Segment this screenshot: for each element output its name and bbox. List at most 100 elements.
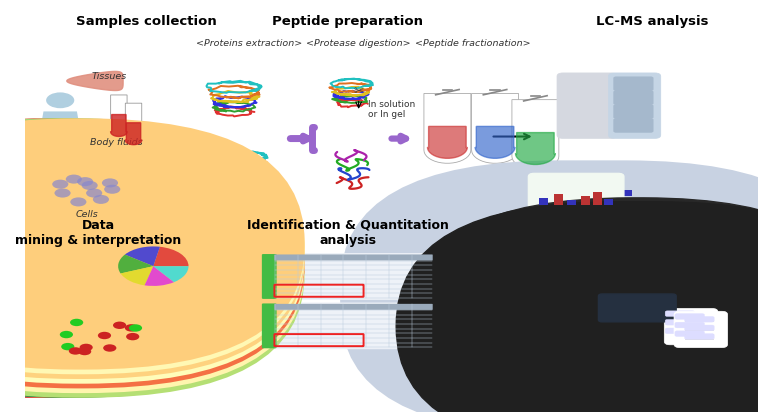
Polygon shape <box>475 126 515 158</box>
FancyBboxPatch shape <box>0 118 285 370</box>
Wedge shape <box>118 254 153 273</box>
FancyBboxPatch shape <box>0 128 266 379</box>
Wedge shape <box>153 247 188 266</box>
Circle shape <box>96 180 128 198</box>
FancyBboxPatch shape <box>0 118 276 370</box>
Circle shape <box>81 181 98 190</box>
Polygon shape <box>424 93 471 163</box>
FancyBboxPatch shape <box>675 322 704 328</box>
FancyBboxPatch shape <box>0 133 266 384</box>
Circle shape <box>86 188 102 197</box>
Ellipse shape <box>560 305 626 313</box>
FancyBboxPatch shape <box>0 137 304 388</box>
FancyBboxPatch shape <box>557 73 616 138</box>
FancyBboxPatch shape <box>411 198 759 413</box>
FancyBboxPatch shape <box>0 118 304 370</box>
Circle shape <box>93 195 109 204</box>
FancyBboxPatch shape <box>0 142 285 393</box>
FancyBboxPatch shape <box>0 147 285 398</box>
FancyBboxPatch shape <box>0 147 304 398</box>
Polygon shape <box>111 95 127 136</box>
FancyBboxPatch shape <box>262 304 276 348</box>
Circle shape <box>113 322 126 329</box>
Polygon shape <box>515 133 556 164</box>
FancyBboxPatch shape <box>613 76 653 91</box>
Text: (bioinformatic analysis of MS data): (bioinformatic analysis of MS data) <box>529 233 694 242</box>
Text: Cells: Cells <box>76 210 99 219</box>
FancyBboxPatch shape <box>275 304 433 310</box>
Circle shape <box>94 174 126 192</box>
Circle shape <box>46 93 74 108</box>
FancyBboxPatch shape <box>340 171 759 413</box>
FancyBboxPatch shape <box>340 181 759 413</box>
Circle shape <box>69 347 82 355</box>
Circle shape <box>124 324 138 332</box>
FancyBboxPatch shape <box>340 160 759 413</box>
Wedge shape <box>153 266 188 282</box>
FancyBboxPatch shape <box>0 142 295 393</box>
Text: In solution
or In gel: In solution or In gel <box>368 100 415 119</box>
FancyBboxPatch shape <box>0 118 266 370</box>
Circle shape <box>70 319 83 326</box>
Circle shape <box>71 197 87 206</box>
Circle shape <box>66 175 82 184</box>
Polygon shape <box>125 123 142 145</box>
Circle shape <box>103 344 116 352</box>
FancyBboxPatch shape <box>261 254 434 299</box>
Circle shape <box>62 193 94 211</box>
FancyBboxPatch shape <box>548 164 644 204</box>
FancyBboxPatch shape <box>528 173 624 213</box>
Circle shape <box>60 331 73 338</box>
Bar <box>559 189 568 196</box>
FancyBboxPatch shape <box>665 328 694 334</box>
FancyBboxPatch shape <box>0 123 285 374</box>
Circle shape <box>104 185 120 194</box>
Bar <box>600 186 609 196</box>
FancyBboxPatch shape <box>685 325 714 331</box>
Polygon shape <box>512 100 559 169</box>
Bar <box>623 190 632 196</box>
Ellipse shape <box>560 295 626 304</box>
FancyBboxPatch shape <box>0 133 295 384</box>
Text: ✂: ✂ <box>354 85 364 98</box>
FancyBboxPatch shape <box>609 73 661 138</box>
Circle shape <box>52 180 68 189</box>
Bar <box>593 192 602 205</box>
Text: <Protease digestion>: <Protease digestion> <box>307 39 411 48</box>
FancyBboxPatch shape <box>0 128 304 379</box>
FancyBboxPatch shape <box>613 118 653 133</box>
FancyBboxPatch shape <box>598 294 676 322</box>
Bar <box>540 198 549 205</box>
FancyBboxPatch shape <box>0 142 266 393</box>
FancyBboxPatch shape <box>0 147 276 398</box>
Bar <box>581 195 590 205</box>
Circle shape <box>55 188 71 197</box>
Wedge shape <box>121 266 153 285</box>
FancyBboxPatch shape <box>262 254 276 299</box>
Bar <box>573 185 582 196</box>
Circle shape <box>78 348 91 355</box>
Text: Database search: Database search <box>553 219 670 232</box>
FancyBboxPatch shape <box>275 254 433 261</box>
Circle shape <box>77 177 93 186</box>
Circle shape <box>98 332 111 339</box>
FancyBboxPatch shape <box>654 306 708 342</box>
Bar <box>604 199 613 205</box>
FancyBboxPatch shape <box>0 128 295 379</box>
FancyBboxPatch shape <box>0 128 276 379</box>
Bar <box>612 183 621 196</box>
FancyBboxPatch shape <box>0 137 276 388</box>
FancyBboxPatch shape <box>0 133 285 384</box>
FancyBboxPatch shape <box>674 311 728 348</box>
Circle shape <box>69 173 101 191</box>
FancyBboxPatch shape <box>261 303 434 349</box>
Circle shape <box>46 184 79 202</box>
Circle shape <box>102 178 118 188</box>
FancyBboxPatch shape <box>587 288 687 328</box>
FancyBboxPatch shape <box>0 137 295 388</box>
Ellipse shape <box>560 290 626 299</box>
Polygon shape <box>471 93 518 163</box>
FancyBboxPatch shape <box>396 202 759 413</box>
FancyBboxPatch shape <box>0 142 276 393</box>
FancyBboxPatch shape <box>0 147 266 398</box>
